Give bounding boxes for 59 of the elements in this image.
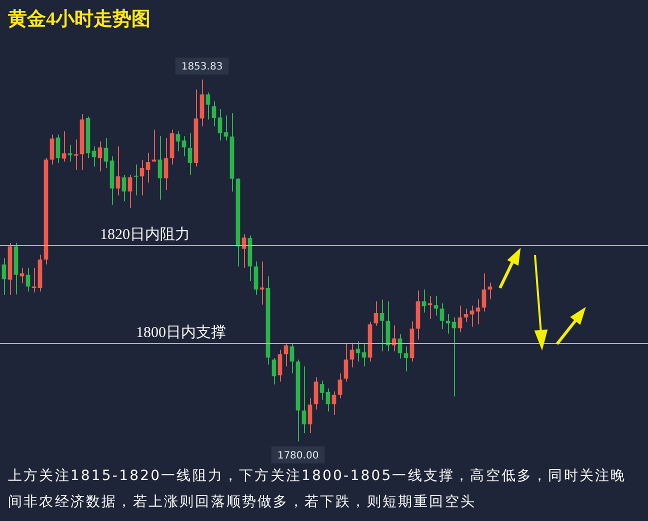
candlestick <box>128 174 132 209</box>
candlestick <box>326 388 330 412</box>
candlestick <box>218 108 222 142</box>
candlestick <box>464 308 468 322</box>
candlestick <box>254 261 258 296</box>
candlestick <box>260 261 264 306</box>
candlestick <box>344 343 348 382</box>
candlestick <box>488 282 492 300</box>
candlestick <box>206 92 210 120</box>
candlestick <box>2 258 6 296</box>
candlestick <box>98 140 102 172</box>
ref-line-label: 1820日内阻力 <box>100 226 190 243</box>
candlestick <box>74 139 78 170</box>
candlestick <box>116 146 120 196</box>
candlestick <box>362 343 366 367</box>
candlestick <box>428 295 432 320</box>
candlestick <box>440 302 444 330</box>
candlestick <box>122 174 126 202</box>
annotation: 1780.00 <box>277 450 319 462</box>
candlestick <box>338 372 342 399</box>
candlestick <box>470 305 474 328</box>
candlestick <box>140 160 144 196</box>
candlestick <box>188 132 192 176</box>
candlestick <box>308 398 312 434</box>
candlestick <box>314 376 318 410</box>
candlestick <box>152 129 156 162</box>
candlestick <box>278 349 282 382</box>
candlestick <box>446 313 450 334</box>
candlestick <box>134 164 138 196</box>
candlestick <box>146 152 150 184</box>
ref-line-label: 1800日内支撑 <box>136 324 226 341</box>
candlestick <box>290 342 294 374</box>
candlestick <box>32 267 36 293</box>
chart-title: 黄金4小时走势图 <box>8 8 150 32</box>
candlestick <box>20 267 24 284</box>
candlestick <box>422 288 426 314</box>
candlestick <box>212 100 216 127</box>
candlestick <box>224 115 228 142</box>
candlestick <box>320 380 324 400</box>
candlestick <box>380 299 384 352</box>
candlestick <box>272 358 276 386</box>
candlestick <box>104 138 108 168</box>
candlestick <box>458 305 462 333</box>
candlestick <box>26 267 30 292</box>
candlestick <box>350 342 354 368</box>
candlestick <box>302 366 306 434</box>
candlestick <box>50 134 54 166</box>
candlestick <box>158 136 162 200</box>
candlestick <box>434 295 438 316</box>
candlestick <box>482 272 486 312</box>
candlestick <box>476 298 480 325</box>
candlestick <box>404 346 408 372</box>
annotation: 1853.83 <box>181 62 223 73</box>
candlestick <box>56 134 60 164</box>
candlestick <box>374 300 378 326</box>
text: 上方关注1815-1820一线阻力，下方关注1800-1805一线支撑，高空低多，同时关注晚间非农经济数据，若上涨则回落顺势做多，若下跌，则短期重回空头 <box>8 467 628 512</box>
candlestick <box>164 138 168 191</box>
candlestick <box>176 130 180 152</box>
candlestick <box>182 136 186 157</box>
